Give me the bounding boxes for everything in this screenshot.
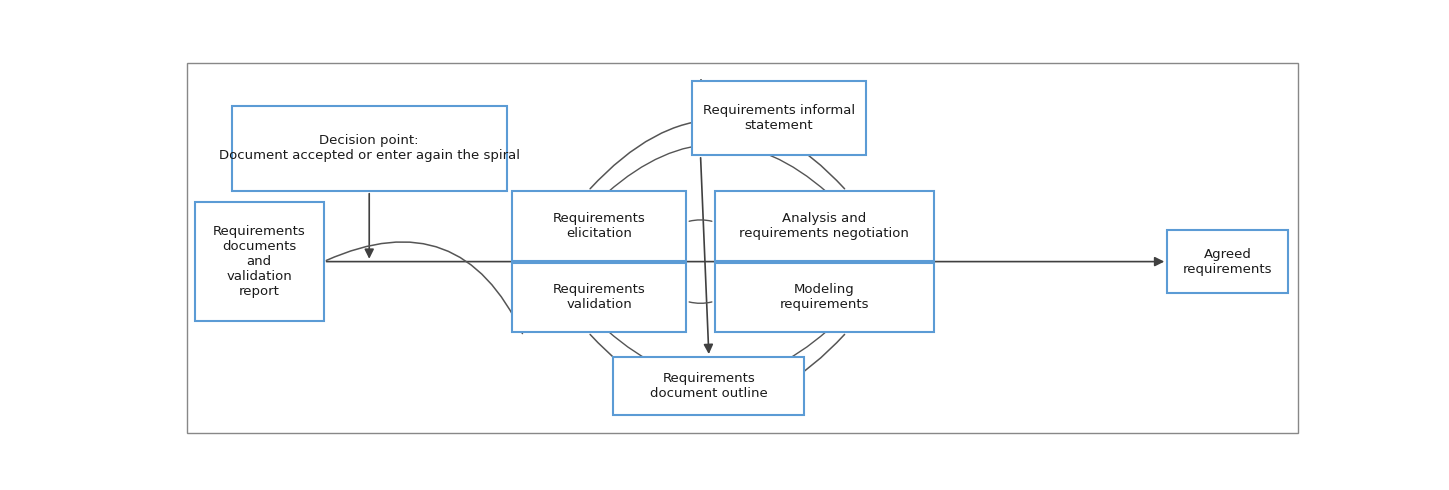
FancyBboxPatch shape [693,81,867,155]
Text: Requirements informal
statement: Requirements informal statement [703,104,855,132]
Text: Decision point:
Document accepted or enter again the spiral: Decision point: Document accepted or ent… [219,134,520,162]
Text: Requirements
documents
and
validation
report: Requirements documents and validation re… [213,225,306,298]
Text: Requirements
document outline: Requirements document outline [651,372,768,400]
FancyBboxPatch shape [1166,230,1288,293]
Text: Requirements
validation: Requirements validation [554,283,646,312]
FancyBboxPatch shape [232,106,507,191]
FancyBboxPatch shape [714,263,933,332]
FancyBboxPatch shape [513,263,687,332]
Text: Modeling
requirements: Modeling requirements [780,283,869,312]
FancyBboxPatch shape [613,357,804,416]
FancyBboxPatch shape [714,191,933,261]
Text: Requirements
elicitation: Requirements elicitation [554,212,646,240]
FancyBboxPatch shape [513,191,687,261]
Text: Analysis and
requirements negotiation: Analysis and requirements negotiation [739,212,909,240]
Text: Agreed
requirements: Agreed requirements [1182,247,1272,275]
FancyBboxPatch shape [194,202,323,321]
